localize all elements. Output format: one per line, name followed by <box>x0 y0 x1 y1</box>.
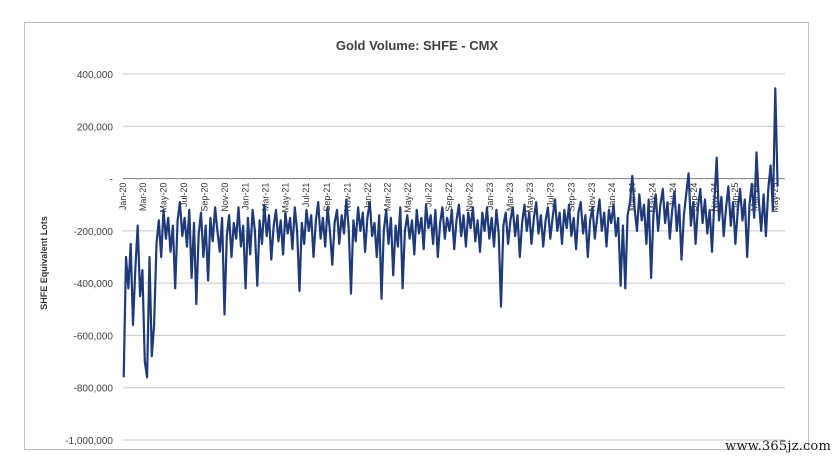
x-tick-label: Jan-25 <box>730 183 740 211</box>
x-tick-label: May-25 <box>770 183 780 213</box>
x-tick-label: Jul-20 <box>179 183 189 208</box>
x-tick-label: Jan-21 <box>241 183 251 211</box>
x-tick-label: Nov-23 <box>587 183 597 212</box>
y-tick-label: -400,000 <box>74 279 114 290</box>
x-tick-label: Jul-22 <box>423 183 433 208</box>
chart-title: Gold Volume: SHFE - CMX <box>336 38 499 53</box>
y-tick-label: - <box>110 175 113 186</box>
x-tick-label: Sep-21 <box>322 183 332 212</box>
x-tick-labels: Jan-20 Mar-20 May-20 Jul-20 Sep-20 Nov-20 Jan-… <box>118 183 780 213</box>
chart-frame: Gold Volume: SHFE - CMX 400,000 200,000 - -… <box>24 22 809 450</box>
x-tick-label: Jan-22 <box>363 183 373 211</box>
x-tick-label: Jan-24 <box>607 183 617 211</box>
x-tick-label: Jul-23 <box>546 183 556 208</box>
x-tick-label: May-24 <box>648 183 658 213</box>
x-tick-label: Mar-22 <box>383 183 393 212</box>
x-tick-label: Jan-23 <box>485 183 495 211</box>
y-tick-label: -800,000 <box>74 384 114 395</box>
chart-svg: Gold Volume: SHFE - CMX 400,000 200,000 - -… <box>39 38 785 447</box>
x-tick-label: May-22 <box>403 183 413 213</box>
x-tick-label: May-21 <box>281 183 291 213</box>
x-tick-label: May-23 <box>525 183 535 213</box>
x-tick-label: May-20 <box>159 183 169 213</box>
series-line <box>122 87 779 379</box>
x-tick-label: Sep-24 <box>689 183 699 212</box>
y-tick-label: -600,000 <box>74 331 114 342</box>
x-tick-label: Jan-20 <box>118 183 128 211</box>
y-tick-label: -1,000,000 <box>65 436 113 447</box>
x-tick-label: Mar-20 <box>138 183 148 212</box>
x-tick-label: Mar-23 <box>505 183 515 212</box>
y-tick-label: -200,000 <box>74 227 114 238</box>
y-axis-label: SHFE Equivalent Lots <box>39 216 49 310</box>
watermark-text: www.365jz.com <box>725 439 831 454</box>
x-tick-label: Sep-22 <box>444 183 454 212</box>
x-tick-label: Jul-21 <box>301 183 311 208</box>
x-tick-label: Nov-21 <box>342 183 352 212</box>
x-tick-label: Nov-20 <box>220 183 230 212</box>
y-tick-labels: 400,000 200,000 - -200,000 -400,000 -600,000 -… <box>65 70 113 447</box>
y-tick-label: 400,000 <box>77 70 114 81</box>
x-tick-label: Mar-21 <box>260 183 270 212</box>
x-tick-label: Sep-20 <box>200 183 210 212</box>
y-tick-label: 200,000 <box>77 122 114 133</box>
x-tick-label: Sep-23 <box>566 183 576 212</box>
x-tick-label: Mar-24 <box>627 183 637 212</box>
x-tick-label: Nov-22 <box>465 183 475 212</box>
series-layer <box>122 87 779 379</box>
